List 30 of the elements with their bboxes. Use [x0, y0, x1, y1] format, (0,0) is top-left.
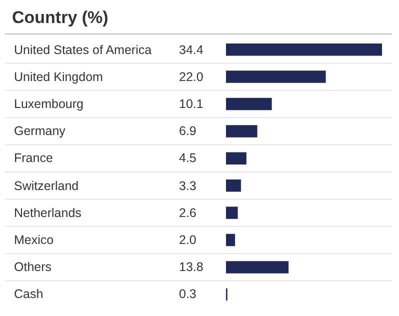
bar: [226, 43, 382, 56]
data-label: 22.0: [179, 70, 204, 84]
bar: [226, 179, 241, 192]
data-label: 2.6: [179, 206, 196, 220]
y-tick-label: France: [14, 151, 53, 165]
bar: [226, 234, 236, 246]
data-label: 0.3: [179, 287, 196, 301]
y-tick-label: Mexico: [14, 233, 54, 247]
y-tick-label: Others: [14, 260, 52, 274]
y-tick-label: Switzerland: [14, 179, 79, 193]
data-label: 34.4: [179, 43, 204, 57]
data-label: 13.8: [179, 260, 204, 274]
y-tick-label: Cash: [14, 287, 44, 301]
bar: [226, 206, 238, 219]
bar: [226, 98, 272, 110]
data-label: 10.1: [179, 97, 204, 111]
y-tick-label: Germany: [14, 124, 66, 138]
bar: [226, 152, 246, 165]
text: Country (%): [12, 8, 108, 27]
y-tick-label: Netherlands: [14, 206, 82, 220]
data-label: 2.0: [179, 233, 196, 247]
bar: [226, 125, 258, 138]
y-tick-label: United Kingdom: [14, 70, 103, 84]
y-tick-label: Luxembourg: [14, 97, 84, 111]
bar: [226, 261, 289, 274]
data-label: 4.5: [179, 151, 196, 165]
data-label: 3.3: [179, 179, 196, 193]
data-label: 6.9: [179, 124, 196, 138]
bar: [226, 70, 326, 83]
y-tick-label: United States of America: [14, 43, 152, 57]
